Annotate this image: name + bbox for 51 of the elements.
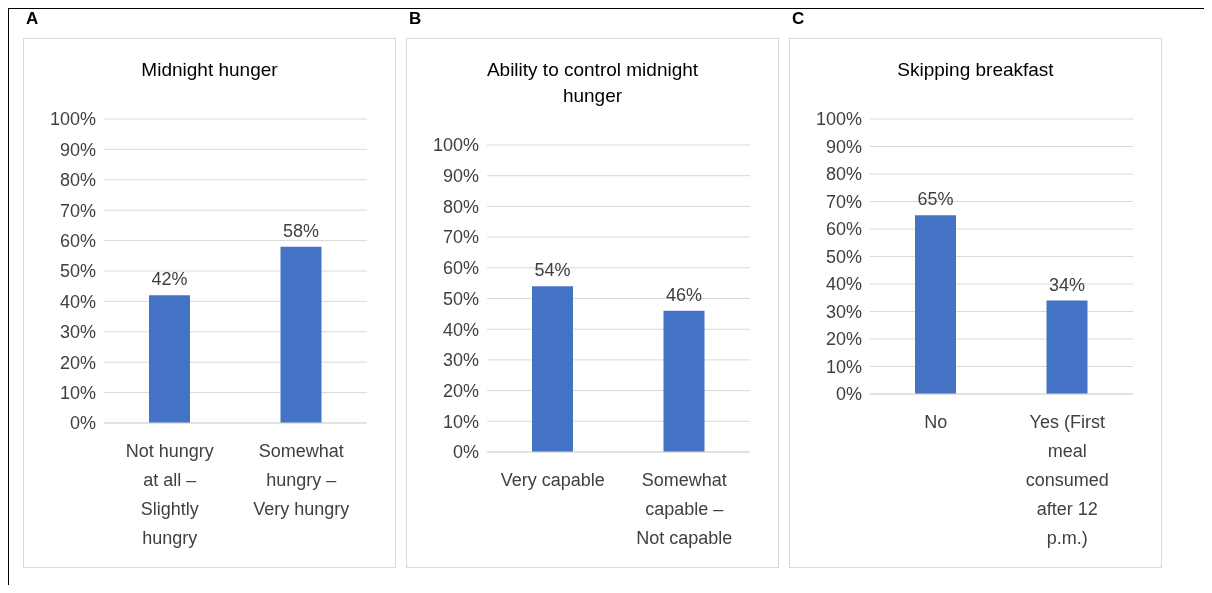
y-tick-label: 70% xyxy=(442,227,479,248)
y-tick-label: 0% xyxy=(69,413,96,434)
data-label: 58% xyxy=(282,220,320,241)
y-tick-label: 90% xyxy=(442,166,479,187)
y-tick-label: 20% xyxy=(442,380,479,401)
y-tick-label: 90% xyxy=(825,136,862,157)
y-tick-label: 100% xyxy=(432,135,479,156)
y-tick-label: 100% xyxy=(815,109,862,130)
y-tick-label: 50% xyxy=(825,246,862,267)
y-tick-label: 20% xyxy=(59,352,96,373)
y-tick-label: 80% xyxy=(442,196,479,217)
y-tick-label: 0% xyxy=(452,442,479,463)
x-tick-label: Somewhat capable – Not capable xyxy=(636,470,733,548)
y-tick-label: 0% xyxy=(835,384,862,405)
y-tick-label: 100% xyxy=(49,109,96,130)
y-tick-label: 40% xyxy=(59,291,96,312)
y-tick-label: 20% xyxy=(825,329,862,350)
data-label: 42% xyxy=(151,269,188,290)
y-tick-label: 40% xyxy=(442,319,479,340)
y-tick-label: 60% xyxy=(59,230,96,251)
y-tick-label: 90% xyxy=(59,139,96,160)
chart-title: Midnight hunger xyxy=(140,58,279,82)
x-tick-label: Yes (First meal consumed after 12 p.m.) xyxy=(1025,412,1109,548)
y-tick-label: 30% xyxy=(59,322,96,343)
y-tick-label: 60% xyxy=(442,258,479,279)
y-tick-label: 30% xyxy=(825,301,862,322)
x-tick-label: Very capable xyxy=(500,470,605,490)
x-tick-label: Somewhat hungry – Very hungry xyxy=(253,441,350,519)
x-tick-label: No xyxy=(924,412,948,432)
text: B xyxy=(409,9,422,29)
y-tick-label: 70% xyxy=(825,191,862,212)
y-tick-label: 50% xyxy=(59,261,96,282)
y-tick-label: 10% xyxy=(442,411,479,432)
y-tick-label: 50% xyxy=(442,288,479,309)
chart-title: Ability to control midnight hunger xyxy=(485,58,700,108)
data-label: 65% xyxy=(917,189,954,210)
text: C xyxy=(792,9,805,29)
y-tick-label: 10% xyxy=(825,356,862,377)
y-tick-label: 70% xyxy=(59,200,96,221)
y-tick-label: 60% xyxy=(825,219,862,240)
y-tick-label: 80% xyxy=(825,164,862,185)
text: A xyxy=(26,9,39,29)
chart-title: Skipping breakfast xyxy=(896,58,1055,82)
y-tick-label: 80% xyxy=(59,170,96,191)
data-label: 54% xyxy=(534,260,571,281)
data-label: 34% xyxy=(1048,274,1086,295)
x-tick-label: Not hungry at all – Slightly hungry xyxy=(125,441,214,548)
data-label: 46% xyxy=(665,284,703,305)
y-tick-label: 10% xyxy=(59,382,96,403)
y-tick-label: 30% xyxy=(442,350,479,371)
y-tick-label: 40% xyxy=(825,274,862,295)
